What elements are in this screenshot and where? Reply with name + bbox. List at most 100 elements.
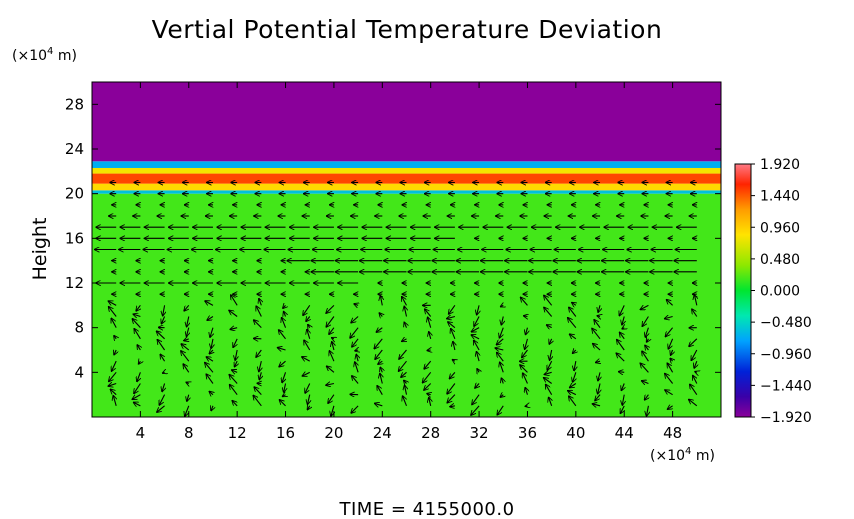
wind-vector bbox=[331, 405, 334, 416]
wind-vector bbox=[471, 328, 480, 332]
field-band bbox=[92, 82, 721, 162]
x-tick-label: 8 bbox=[184, 424, 194, 442]
wind-vector bbox=[597, 316, 600, 317]
wind-vector bbox=[377, 386, 383, 395]
wind-vector bbox=[428, 317, 431, 328]
wind-vector bbox=[594, 320, 601, 328]
wind-vector bbox=[671, 350, 673, 355]
wind-vector bbox=[256, 306, 262, 317]
wind-vector bbox=[616, 353, 625, 362]
wind-vector bbox=[693, 375, 697, 384]
y-tick-label: 16 bbox=[65, 229, 84, 247]
y-tick-label: 4 bbox=[74, 363, 84, 381]
wind-vector bbox=[284, 383, 286, 393]
wind-vector bbox=[211, 338, 213, 349]
wind-vector bbox=[163, 305, 165, 316]
colorbar-tick-label: 0.480 bbox=[760, 252, 800, 268]
wind-vector bbox=[690, 384, 698, 395]
wind-vector bbox=[138, 361, 140, 364]
wind-vector bbox=[450, 406, 455, 407]
wind-vector bbox=[544, 295, 553, 306]
wind-vector bbox=[229, 384, 238, 395]
wind-vector bbox=[375, 349, 383, 359]
wind-vector bbox=[695, 372, 697, 373]
wind-vector bbox=[306, 317, 310, 322]
plot-frame bbox=[91, 81, 722, 418]
wind-vector bbox=[279, 360, 286, 367]
wind-vector bbox=[279, 400, 286, 407]
wind-vector bbox=[472, 394, 480, 405]
wind-vector bbox=[307, 394, 309, 405]
wind-vector bbox=[689, 399, 698, 407]
wind-vector bbox=[447, 383, 456, 394]
wind-vector bbox=[477, 305, 479, 315]
wind-vector bbox=[471, 405, 480, 415]
wind-vector bbox=[525, 327, 527, 335]
wind-vector bbox=[136, 305, 140, 311]
wind-vector bbox=[326, 384, 335, 386]
wind-vector bbox=[645, 345, 649, 350]
x-tick-label: 4 bbox=[136, 424, 146, 442]
wind-vector bbox=[497, 405, 504, 415]
wind-vector bbox=[449, 305, 456, 314]
wind-vector bbox=[379, 313, 382, 317]
wind-vector bbox=[665, 327, 674, 337]
wind-vector bbox=[282, 317, 287, 328]
wind-vector bbox=[254, 387, 262, 396]
wind-vector bbox=[302, 357, 310, 362]
wind-vector bbox=[109, 371, 117, 381]
wind-vector bbox=[380, 296, 382, 306]
wind-vector bbox=[376, 328, 383, 333]
colorbar-tick-label: 1.440 bbox=[760, 189, 800, 205]
wind-vector bbox=[209, 350, 213, 354]
wind-vector bbox=[132, 319, 141, 329]
wind-vector bbox=[689, 338, 698, 347]
wind-vector bbox=[569, 307, 577, 317]
wind-vector bbox=[305, 383, 311, 394]
wind-vector bbox=[307, 329, 310, 339]
x-axis-unit: (×104 m) bbox=[650, 446, 715, 464]
wind-vector bbox=[355, 362, 358, 373]
wind-vector bbox=[543, 378, 552, 384]
wind-vector bbox=[447, 394, 456, 403]
wind-vector bbox=[574, 361, 576, 371]
wind-vector bbox=[259, 361, 262, 372]
x-tick-label: 36 bbox=[518, 424, 537, 442]
time-label: TIME = 4155000.0 bbox=[338, 499, 514, 519]
wind-vector bbox=[157, 405, 165, 412]
wind-vector bbox=[429, 398, 431, 406]
wind-vector bbox=[282, 395, 285, 397]
wind-vector bbox=[525, 338, 528, 350]
colorbar-tick-label: 0.960 bbox=[760, 220, 800, 236]
wind-vector bbox=[133, 402, 141, 406]
wind-vector bbox=[592, 328, 601, 340]
wind-vector bbox=[404, 322, 406, 328]
colorbar-tick-label: −0.480 bbox=[760, 315, 812, 331]
x-tick-label: 12 bbox=[228, 424, 247, 442]
wind-vector bbox=[134, 383, 141, 394]
wind-vector bbox=[622, 316, 624, 325]
wind-vector bbox=[495, 348, 504, 350]
wind-vector bbox=[205, 362, 214, 373]
wind-vector bbox=[598, 383, 600, 394]
wind-vector bbox=[595, 361, 600, 362]
wind-vector bbox=[402, 339, 407, 342]
wind-vector bbox=[326, 366, 335, 373]
wind-vector bbox=[355, 350, 358, 351]
wind-vector bbox=[162, 383, 165, 392]
wind-vector bbox=[427, 394, 431, 395]
wind-vector bbox=[641, 381, 649, 384]
wind-vector bbox=[405, 385, 407, 395]
wind-vector bbox=[501, 316, 503, 325]
wind-vector bbox=[546, 384, 553, 395]
colorbar-tick-label: 0.000 bbox=[760, 284, 800, 300]
wind-vector bbox=[403, 396, 408, 407]
colorbar-tick-label: −1.920 bbox=[760, 410, 812, 426]
wind-vector bbox=[181, 351, 190, 362]
wind-vector bbox=[235, 349, 237, 360]
wind-vector bbox=[619, 305, 625, 315]
y-tick-label: 24 bbox=[65, 140, 84, 158]
wind-vector bbox=[185, 405, 190, 417]
wind-vector bbox=[664, 317, 673, 319]
wind-vector bbox=[500, 362, 504, 373]
